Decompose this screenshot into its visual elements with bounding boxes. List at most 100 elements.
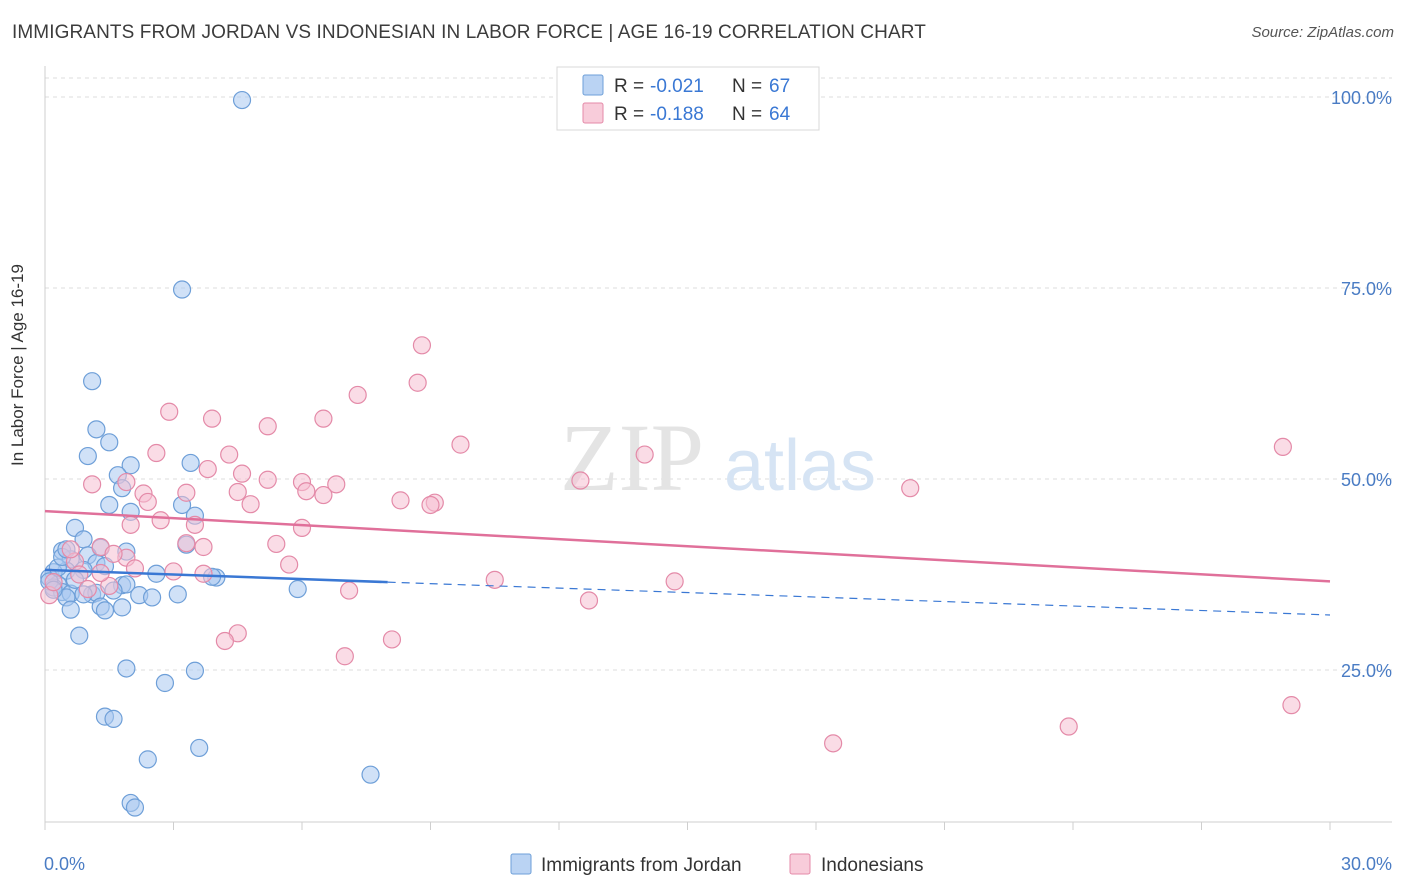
- stats-legend: R = -0.021 N = 67 R = -0.188 N = 64: [556, 66, 820, 131]
- point-indonesian: [177, 483, 196, 502]
- point-indonesian: [215, 631, 234, 651]
- point-indonesian: [901, 479, 920, 498]
- point-indonesian: [117, 472, 136, 492]
- point-jordan: [185, 661, 205, 680]
- legend-swatch: [789, 853, 811, 875]
- chart-source: Source: ZipAtlas.com: [1251, 24, 1394, 41]
- point-indonesian: [297, 482, 316, 501]
- point-jordan: [168, 585, 187, 604]
- x-tick-label-max: 30.0%: [1341, 854, 1392, 874]
- point-indonesian: [100, 576, 119, 596]
- point-indonesian: [408, 373, 427, 392]
- point-indonesian: [267, 534, 286, 554]
- point-indonesian: [451, 435, 470, 454]
- point-indonesian: [1273, 437, 1292, 457]
- y-tick-label: 25.0%: [1341, 661, 1392, 681]
- point-indonesian: [579, 591, 599, 610]
- point-indonesian: [194, 564, 213, 583]
- point-jordan: [138, 750, 157, 769]
- point-indonesian: [1059, 717, 1078, 736]
- y-tick-label: 50.0%: [1341, 470, 1392, 490]
- point-indonesian: [348, 385, 367, 405]
- stats-n-label: N =: [732, 76, 762, 97]
- point-indonesian: [314, 409, 333, 428]
- point-indonesian: [83, 475, 102, 494]
- data-points: [40, 90, 1301, 817]
- point-indonesian: [412, 336, 432, 355]
- trend-lines: [44, 509, 1331, 616]
- point-jordan: [87, 420, 106, 439]
- point-indonesian: [665, 572, 684, 591]
- series-legend: Immigrants from Jordan Indonesians: [510, 853, 923, 876]
- stats-r-label: R =: [614, 104, 644, 125]
- point-jordan: [95, 601, 115, 620]
- point-jordan: [117, 659, 136, 678]
- stats-r-value: -0.021: [650, 76, 704, 97]
- point-indonesian: [258, 417, 277, 436]
- tick-labels: 25.0% 50.0% 75.0% 100.0% 0.0% 30.0%: [44, 88, 1392, 874]
- point-indonesian: [421, 495, 440, 515]
- point-jordan: [190, 738, 209, 758]
- point-indonesian: [340, 581, 359, 600]
- trend-jordan-extrapolated: [387, 581, 1331, 616]
- stats-swatch: [582, 102, 604, 124]
- stats-n-label: N =: [732, 104, 762, 125]
- watermark-zip: ZIP: [560, 404, 704, 511]
- point-indonesian: [635, 445, 654, 464]
- trend-indonesian: [44, 509, 1331, 583]
- point-jordan: [100, 433, 119, 452]
- point-indonesian: [382, 630, 402, 649]
- x-tick-label-min: 0.0%: [44, 854, 85, 874]
- y-tick-label: 75.0%: [1341, 279, 1392, 299]
- point-indonesian: [164, 562, 183, 581]
- point-indonesian: [160, 402, 179, 421]
- point-indonesian: [335, 647, 354, 666]
- point-jordan: [112, 598, 132, 617]
- point-jordan: [155, 673, 175, 693]
- point-indonesian: [241, 495, 260, 514]
- point-jordan: [61, 600, 80, 619]
- point-jordan: [172, 280, 192, 299]
- chart-title: IMMIGRANTS FROM JORDAN VS INDONESIAN IN …: [12, 22, 926, 43]
- y-tick-label: 100.0%: [1331, 88, 1392, 108]
- point-jordan: [100, 495, 119, 515]
- point-indonesian: [280, 555, 299, 574]
- point-indonesian: [228, 482, 247, 502]
- point-indonesian: [391, 491, 410, 510]
- watermark: ZIP atlas: [560, 404, 876, 511]
- trend-jordan: [44, 568, 388, 584]
- point-jordan: [181, 453, 200, 473]
- legend-swatch: [510, 853, 532, 875]
- point-indonesian: [258, 470, 277, 489]
- point-indonesian: [232, 464, 252, 483]
- point-jordan: [83, 372, 102, 391]
- stats-r-value: -0.188: [650, 104, 704, 125]
- point-indonesian: [177, 534, 196, 553]
- point-indonesian: [202, 409, 222, 428]
- point-indonesian: [194, 537, 213, 557]
- point-jordan: [142, 588, 162, 607]
- point-indonesian: [314, 485, 333, 505]
- point-indonesian: [571, 471, 590, 490]
- axes: [44, 66, 1392, 830]
- point-jordan: [121, 456, 140, 475]
- watermark-atlas: atlas: [724, 426, 876, 506]
- point-jordan: [125, 798, 145, 817]
- point-indonesian: [220, 445, 239, 464]
- point-jordan: [232, 90, 252, 110]
- stats-r-label: R =: [614, 76, 644, 97]
- legend-label: Immigrants from Jordan: [541, 855, 742, 876]
- legend-label: Indonesians: [821, 855, 923, 876]
- point-indonesian: [44, 573, 63, 592]
- gridlines: [45, 77, 1392, 671]
- point-indonesian: [485, 570, 504, 589]
- point-indonesian: [147, 443, 166, 463]
- stats-n-value: 67: [769, 76, 790, 97]
- point-indonesian: [198, 459, 217, 479]
- point-indonesian: [138, 492, 157, 512]
- point-jordan: [104, 709, 123, 728]
- stats-swatch: [582, 74, 604, 96]
- point-jordan: [78, 446, 97, 466]
- point-indonesian: [61, 540, 80, 559]
